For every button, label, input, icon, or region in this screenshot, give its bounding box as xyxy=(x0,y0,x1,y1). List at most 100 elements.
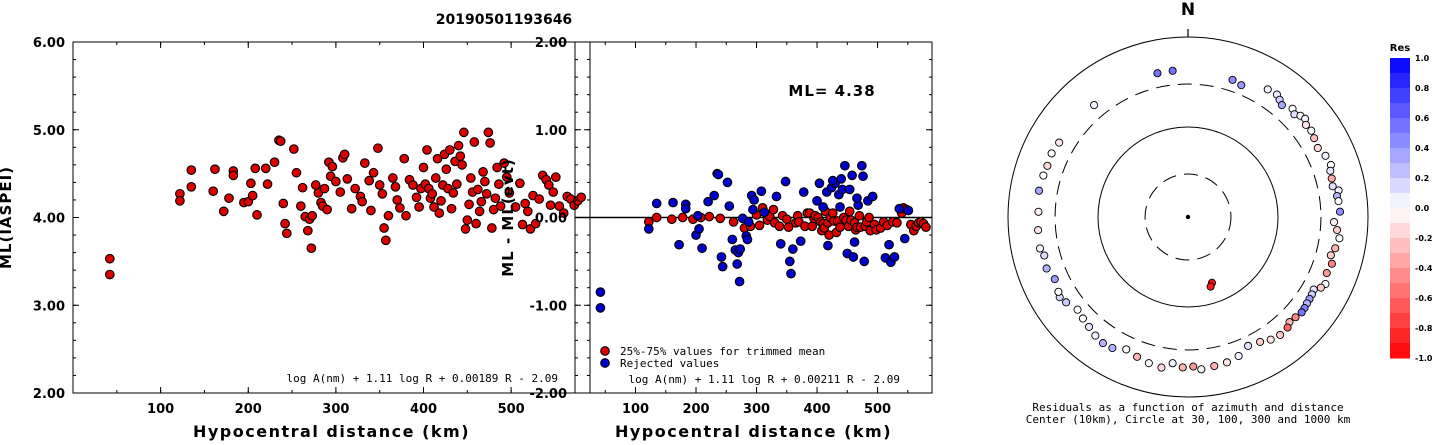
data-point xyxy=(504,188,515,198)
data-point xyxy=(692,210,703,221)
data-point xyxy=(457,160,467,170)
data-point xyxy=(722,177,733,188)
data-point xyxy=(774,221,785,232)
data-point xyxy=(515,178,525,189)
data-point xyxy=(812,195,822,206)
station-marker xyxy=(1335,207,1345,216)
data-point xyxy=(377,188,388,199)
data-point xyxy=(844,206,855,217)
data-point xyxy=(472,184,483,195)
station-marker xyxy=(1263,85,1272,94)
caption-line-2: Center (10km), Circle at 30, 100, 300 an… xyxy=(1026,413,1351,426)
station-marker xyxy=(1326,166,1335,175)
data-point xyxy=(422,145,432,155)
y-tick-label: -2.00 xyxy=(530,387,567,402)
station-marker xyxy=(1062,298,1071,307)
data-point xyxy=(724,201,735,211)
data-point xyxy=(288,144,299,154)
station-marker xyxy=(1168,66,1177,75)
data-point xyxy=(856,160,867,171)
colorbar-tick-label: 0.4 xyxy=(1415,144,1430,153)
data-point xyxy=(814,178,825,189)
colorbar-step xyxy=(1390,328,1410,344)
colorbar-tick-label: 0.8 xyxy=(1415,84,1430,93)
colorbar-step xyxy=(1390,283,1410,299)
station-marker xyxy=(1153,69,1162,78)
data-point xyxy=(522,206,533,217)
station-marker xyxy=(1178,363,1187,372)
data-point xyxy=(844,184,855,195)
x-tick-label: 500 xyxy=(864,402,891,417)
data-point xyxy=(411,192,422,203)
data-point xyxy=(441,164,452,175)
data-point xyxy=(550,172,561,182)
y-axis-label: ML(IASPEI) xyxy=(0,166,15,269)
y-tick-label: 0.00 xyxy=(535,212,567,227)
data-point xyxy=(104,269,115,280)
colorbar-step xyxy=(1390,193,1410,209)
plot-azimuth-polar: N Residuals as a function of azimuth and … xyxy=(1007,0,1369,426)
data-point xyxy=(476,196,487,207)
data-point xyxy=(481,188,492,199)
data-point xyxy=(852,193,862,204)
colorbar: Res 1.0 0.8 0.6 0.4 0.2 0.0 -0.2 -0.4 -0.6 -0.8 -1.… xyxy=(1390,43,1433,363)
station-marker xyxy=(1054,287,1063,296)
station-marker xyxy=(1039,171,1048,180)
data-point xyxy=(479,176,490,187)
station-marker xyxy=(1276,330,1285,339)
x-axis-label: Hypocentral distance (km) xyxy=(615,422,892,441)
colorbar-step xyxy=(1390,133,1410,149)
colorbar-tick-label: -0.8 xyxy=(1415,324,1433,333)
plot-ml-residual: -2.00 -1.00 0.00 1.00 2.00 100 200 300 400 500 Hyp… xyxy=(499,36,933,441)
y-tick-label: 1.00 xyxy=(535,124,567,139)
colorbar-tick-label: -0.2 xyxy=(1415,234,1433,243)
data-point xyxy=(492,162,502,173)
data-point xyxy=(548,187,559,197)
data-point xyxy=(734,276,745,287)
y-tick-label: 6.00 xyxy=(33,36,65,51)
data-point xyxy=(186,165,197,175)
data-point xyxy=(471,218,481,229)
data-point xyxy=(545,200,556,211)
data-point xyxy=(847,170,857,181)
data-point xyxy=(278,198,289,209)
data-point xyxy=(250,163,261,174)
data-point xyxy=(558,208,569,218)
data-point xyxy=(224,193,234,204)
station-marker xyxy=(1210,361,1219,371)
station-marker xyxy=(1222,358,1231,367)
colorbar-step xyxy=(1390,223,1410,239)
data-point xyxy=(469,137,480,147)
data-point xyxy=(727,234,738,245)
data-point xyxy=(864,212,874,223)
data-point xyxy=(694,224,704,234)
station-marker xyxy=(1133,352,1142,361)
data-point xyxy=(436,195,446,206)
data-point xyxy=(478,167,488,177)
colorbar-step xyxy=(1390,73,1410,89)
station-marker xyxy=(1333,225,1342,235)
data-point xyxy=(383,210,394,221)
data-point xyxy=(474,206,485,217)
data-point xyxy=(517,219,528,230)
station-marker xyxy=(1244,341,1253,350)
colorbar-step xyxy=(1390,238,1410,254)
station-marker xyxy=(1078,314,1087,323)
colorbar-step xyxy=(1390,253,1410,269)
data-point xyxy=(399,153,410,164)
y-tick-label: 2.00 xyxy=(33,387,65,402)
data-point xyxy=(903,205,914,216)
data-point xyxy=(462,215,473,225)
y-tick-label: 5.00 xyxy=(33,124,65,139)
x-tick-label: 400 xyxy=(410,402,437,417)
data-point xyxy=(899,233,910,244)
station-marker xyxy=(1168,359,1177,368)
data-point xyxy=(246,178,256,189)
data-point xyxy=(848,252,859,262)
data-point xyxy=(322,204,332,215)
data-point xyxy=(297,182,308,193)
data-point xyxy=(262,179,273,190)
x-tick-label: 100 xyxy=(622,402,649,417)
data-point xyxy=(849,237,860,247)
